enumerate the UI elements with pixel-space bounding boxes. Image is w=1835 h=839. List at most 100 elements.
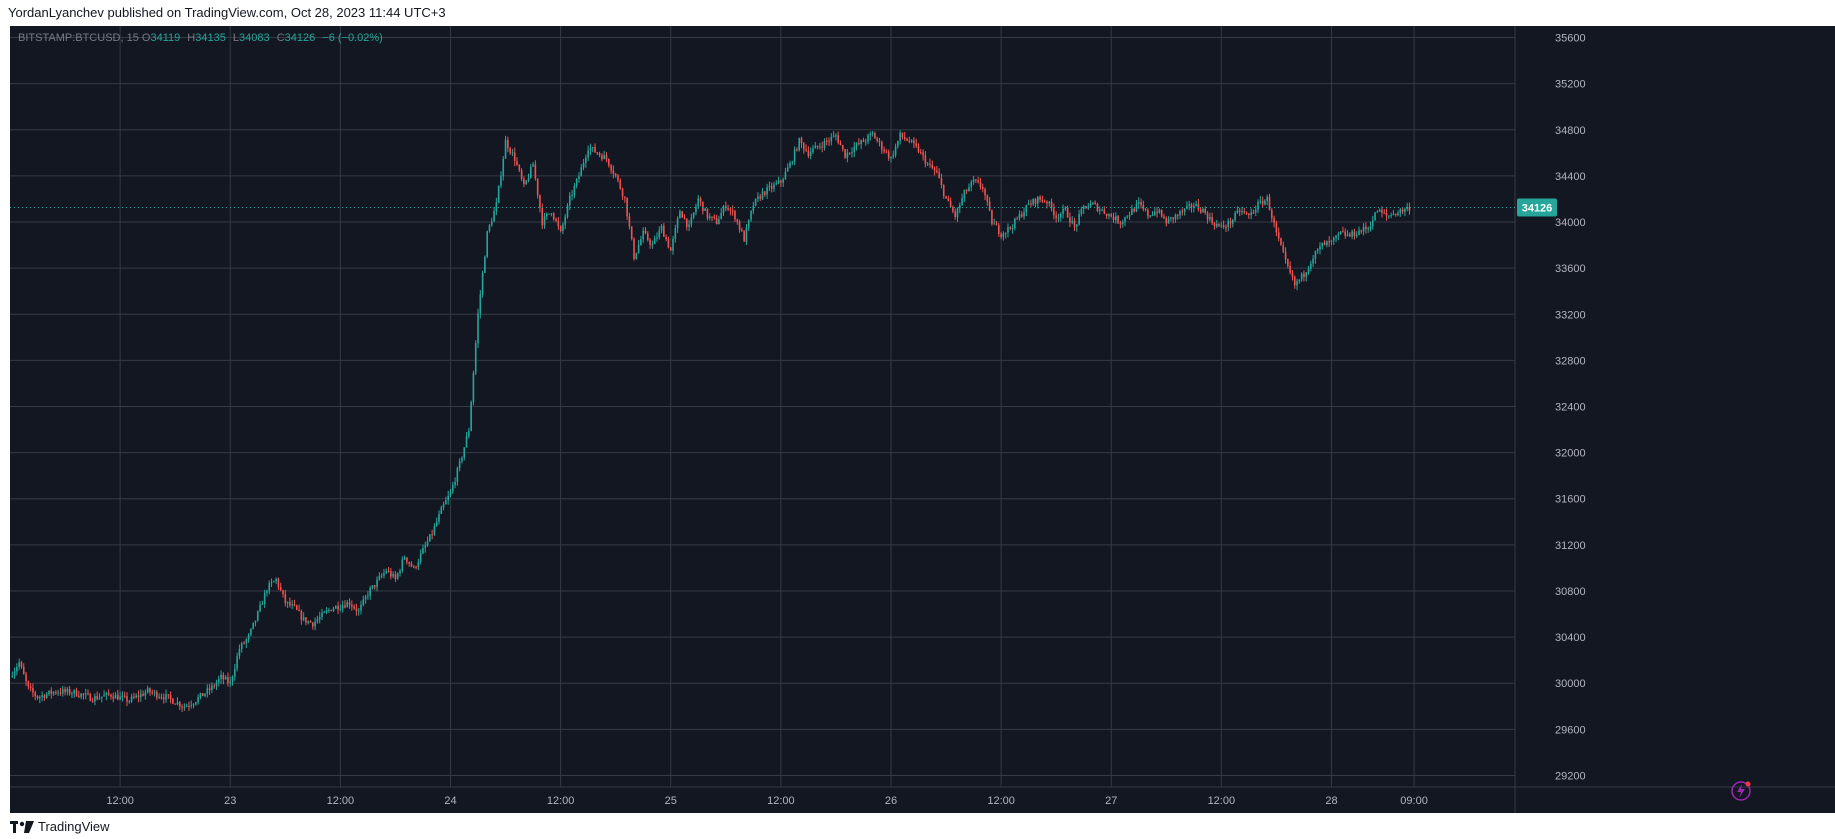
candle-body xyxy=(883,149,885,152)
candle-body xyxy=(612,170,615,174)
y-tick-label: 32400 xyxy=(1555,402,1586,414)
candle-body xyxy=(1275,222,1278,233)
candle-body xyxy=(1316,249,1319,252)
candle-body xyxy=(741,229,743,232)
candle-body xyxy=(1282,245,1285,252)
candle-body xyxy=(1388,215,1390,217)
candle-body xyxy=(1037,196,1039,204)
low-label: L xyxy=(232,32,240,44)
candle-body xyxy=(1110,214,1113,217)
candle-body xyxy=(867,135,869,142)
candle-body xyxy=(1126,216,1129,218)
x-tick-label: 12:00 xyxy=(547,795,575,807)
candle-body xyxy=(789,162,791,168)
candle-body xyxy=(270,582,273,584)
candle-body xyxy=(1303,273,1305,277)
candle-body xyxy=(22,666,25,675)
candle-body xyxy=(642,230,645,240)
candle-body xyxy=(94,696,96,702)
candle-body xyxy=(408,561,410,564)
candle-body xyxy=(417,561,420,568)
candle-body xyxy=(800,138,803,144)
candle-body xyxy=(121,695,124,697)
candle-body xyxy=(266,591,268,593)
candle-body xyxy=(986,195,989,202)
x-tick-label: 27 xyxy=(1105,795,1117,807)
candle-body xyxy=(1365,226,1367,230)
candle-body xyxy=(958,205,961,209)
candle-body xyxy=(555,218,557,221)
candle-body xyxy=(823,140,826,148)
candle-body xyxy=(669,247,672,251)
candle-body xyxy=(199,693,202,698)
candle-body xyxy=(332,608,335,611)
candle-body xyxy=(1220,225,1223,227)
candle-body xyxy=(704,208,706,211)
price-chart[interactable]: 29200 29600 30000 30400 30800 31200 31600 32000… xyxy=(10,26,1835,813)
candle-body xyxy=(591,147,594,149)
candle-body xyxy=(1055,215,1057,218)
candle-body xyxy=(1213,223,1216,227)
candle-body xyxy=(791,161,794,163)
open-value: 34119 xyxy=(150,32,181,44)
candle-body xyxy=(383,572,385,576)
candle-body xyxy=(252,622,254,629)
candle-body xyxy=(1209,216,1211,220)
candle-body xyxy=(747,219,750,228)
candle-body xyxy=(1043,201,1046,203)
candle-body xyxy=(401,559,404,571)
candle-body xyxy=(362,599,365,605)
candle-body xyxy=(913,140,915,144)
candle-body xyxy=(1399,209,1402,213)
candle-body xyxy=(169,695,172,699)
candle-body xyxy=(13,671,16,677)
candle-body xyxy=(933,168,936,171)
candle-body xyxy=(919,152,922,154)
chart-panel[interactable]: 29200 29600 30000 30400 30800 31200 31600 32000… xyxy=(10,26,1835,813)
candle-body xyxy=(227,677,229,683)
candle-body xyxy=(1385,213,1388,216)
candle-body xyxy=(431,534,433,536)
candle-body xyxy=(780,180,782,183)
candle-body xyxy=(887,151,890,159)
symbol-label: BITSTAMP:BTCUSD, 15 xyxy=(18,32,139,44)
candle-body xyxy=(745,227,748,242)
candle-body xyxy=(323,611,326,613)
open-label: O xyxy=(141,32,151,44)
lightning-bolt-icon[interactable] xyxy=(1730,780,1752,802)
candle-body xyxy=(1245,212,1248,214)
candle-body xyxy=(103,695,105,697)
candle-body xyxy=(1119,222,1122,225)
candle-body xyxy=(536,178,539,196)
candle-body xyxy=(367,595,369,597)
candle-body xyxy=(511,152,514,154)
candle-body xyxy=(897,140,899,147)
candle-body xyxy=(1014,218,1016,229)
candle-body xyxy=(25,674,27,682)
candle-body xyxy=(1101,209,1103,211)
candle-body xyxy=(1234,212,1236,220)
candle-body xyxy=(1243,211,1246,213)
candle-body xyxy=(1300,273,1303,280)
candle-body xyxy=(371,585,374,589)
candle-body xyxy=(942,184,945,196)
candle-body xyxy=(1241,211,1243,213)
candle-body xyxy=(635,252,638,259)
candle-body xyxy=(259,604,261,612)
candle-body xyxy=(848,152,851,154)
candle-body xyxy=(734,211,736,220)
candle-body xyxy=(695,206,697,213)
candle-body xyxy=(520,170,523,179)
candle-body xyxy=(711,216,713,218)
candle-body xyxy=(878,140,881,142)
candle-body xyxy=(628,216,631,227)
candle-body xyxy=(1358,230,1360,236)
candle-body xyxy=(1039,196,1041,200)
candle-body xyxy=(846,152,849,158)
candle-body xyxy=(500,176,502,186)
last-price-label: 34126 xyxy=(1522,202,1553,214)
candle-body xyxy=(282,590,284,594)
candle-body xyxy=(1392,213,1395,216)
candle-body xyxy=(456,468,459,482)
y-tick-label: 29200 xyxy=(1555,770,1586,782)
